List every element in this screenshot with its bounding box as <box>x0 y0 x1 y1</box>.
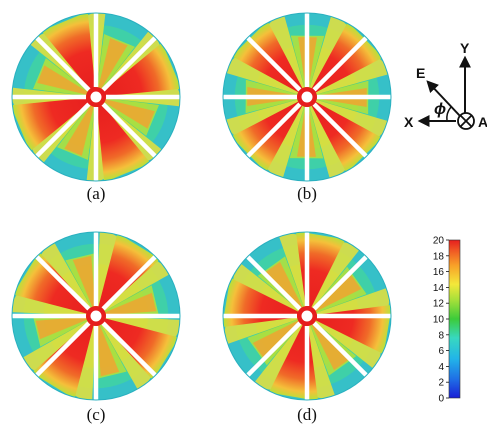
colorbar-tick-label: 2 <box>438 378 444 389</box>
field-lobe-halo <box>96 34 135 97</box>
field-lobe <box>41 13 96 97</box>
e-field-label: E <box>416 65 425 81</box>
panel-label-d: (d) <box>297 405 317 424</box>
colorbar-tick-label: 0 <box>438 394 444 405</box>
divider-spoke <box>101 255 157 311</box>
panel-label-b: (b) <box>297 184 317 203</box>
phi-arc <box>446 106 452 122</box>
e-field-arrow <box>426 80 461 117</box>
colorbar-tick-label: 8 <box>438 330 444 341</box>
panel-label-a: (a) <box>87 184 106 203</box>
disc-outline <box>222 231 392 401</box>
colorbar-tick-label: 4 <box>438 362 444 373</box>
field-lobe-halo <box>96 97 159 136</box>
colorbar-ticks: 0 2 4 6 8 10 12 14 16 18 20 <box>433 236 449 405</box>
divider-spoke <box>246 321 302 377</box>
disc-outline <box>11 12 181 182</box>
panel-d <box>222 231 392 401</box>
colorbar-tick-label: 20 <box>433 236 445 247</box>
colorbar-tick-label: 10 <box>433 315 445 326</box>
field-lobe <box>31 316 96 399</box>
divider-spoke <box>246 102 302 158</box>
field-lobe <box>35 316 96 340</box>
colorbar-tick-label: 12 <box>433 299 445 310</box>
colorbar-tick-label: 6 <box>438 346 444 357</box>
colorbar-tick-label: 18 <box>433 251 445 262</box>
divider-spoke <box>312 255 368 311</box>
center-hub <box>89 90 103 104</box>
field-lobe <box>12 97 96 152</box>
divider-spoke <box>246 255 302 311</box>
phi-label: ϕ <box>434 101 446 118</box>
disc-outline <box>11 231 181 401</box>
field-lobe <box>72 255 96 316</box>
field-lobe <box>64 97 96 156</box>
colorbar-tick-label: 14 <box>433 283 445 294</box>
divider-spoke <box>35 36 91 92</box>
coordinate-system: Y X E ϕ A <box>404 40 487 130</box>
divider-spoke <box>246 36 302 92</box>
field-lobe <box>13 251 96 316</box>
field-lobe-halo <box>57 97 96 160</box>
field-lobe <box>37 65 96 97</box>
a-partial-label: A <box>478 114 487 130</box>
divider-spoke <box>35 321 91 377</box>
colorbar: 0 2 4 6 8 10 12 14 16 18 20 <box>433 236 461 405</box>
divider-spoke <box>312 321 368 377</box>
divider-spoke <box>101 321 157 377</box>
field-lobe <box>96 42 180 97</box>
divider-spoke <box>312 36 368 92</box>
divider-spoke <box>35 255 91 311</box>
disc-outline <box>222 12 392 182</box>
y-axis-label: Y <box>460 40 470 56</box>
field-lobe <box>96 97 155 129</box>
field-lobe <box>96 316 120 377</box>
center-hub <box>300 90 314 104</box>
panel-label-c: (c) <box>87 405 106 424</box>
field-lobe <box>96 292 157 316</box>
panel-a <box>11 12 181 182</box>
divider-spoke <box>312 102 368 158</box>
field-lobe <box>96 38 128 97</box>
field-lobe-halo <box>33 58 96 97</box>
field-pattern <box>12 13 180 181</box>
center-hub <box>89 309 103 323</box>
divider-spoke <box>101 36 157 92</box>
panel-c <box>6 226 186 406</box>
center-hub <box>300 309 314 323</box>
x-axis-label: X <box>404 114 414 130</box>
panel-b <box>220 10 394 184</box>
divider-spoke <box>101 102 157 158</box>
divider-spoke <box>35 102 91 158</box>
colorbar-tick-label: 16 <box>433 267 445 278</box>
colorbar-gradient <box>448 239 461 399</box>
field-lobe <box>96 316 179 381</box>
field-lobe <box>96 97 151 181</box>
field-lobe <box>96 233 161 316</box>
